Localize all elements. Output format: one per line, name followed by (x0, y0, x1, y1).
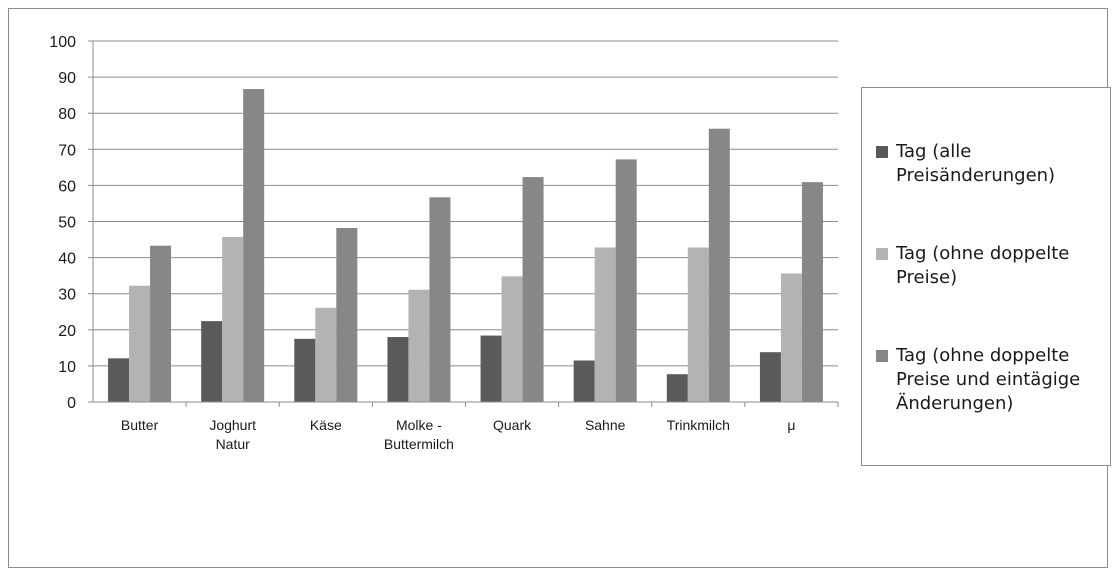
bar (222, 237, 244, 402)
bar-chart: 0 10 20 30 40 50 60 70 80 90 100 Butter Joghurt Natu… (49, 34, 839, 452)
legend-item-series-3: Tag (ohne doppelte Preise und eintägige … (876, 344, 1106, 416)
bar (522, 177, 544, 402)
x-tick-label: Butter (121, 417, 159, 433)
bar (129, 285, 151, 402)
bar (687, 247, 709, 402)
bar (615, 159, 637, 402)
bar (780, 273, 802, 402)
x-tick-label: Molke -Buttermilch (384, 417, 454, 452)
bar (243, 89, 265, 402)
bar (294, 338, 316, 402)
y-tick-label: 80 (58, 106, 76, 123)
x-tick-label: Quark (493, 417, 532, 433)
x-axis-ticks: Butter Joghurt Natur Käse Molke -Buttermilch… (121, 402, 839, 452)
y-tick-label: 50 (58, 215, 76, 232)
bar (408, 289, 430, 402)
y-tick-label: 70 (58, 142, 76, 159)
bar (666, 374, 688, 402)
legend-item-series-2: Tag (ohne doppelte Preise) (876, 242, 1106, 290)
x-tick-label: Joghurt Natur (209, 417, 256, 452)
x-tick-label: Trinkmilch (667, 417, 730, 433)
bar (501, 276, 523, 402)
x-tick-label: Sahne (585, 417, 626, 433)
legend-swatch-series-1 (876, 146, 888, 158)
y-tick-label: 60 (58, 178, 76, 195)
legend-label-series-1: Tag (alle Preisänderungen) (896, 141, 1056, 186)
y-tick-label: 0 (67, 395, 76, 412)
y-tick-label: 100 (49, 34, 76, 51)
y-tick-label: 20 (58, 323, 76, 340)
y-tick-label: 10 (58, 359, 76, 376)
legend-swatch-series-3 (876, 350, 888, 362)
y-axis-ticks: 0 10 20 30 40 50 60 70 80 90 100 (49, 34, 93, 412)
bar (801, 182, 823, 402)
bar (150, 245, 172, 402)
legend-item-series-1: Tag (alle Preisänderungen) (876, 140, 1106, 188)
bars (108, 89, 823, 402)
legend-label-series-3: Tag (ohne doppelte Preise und eintägige … (896, 345, 1081, 414)
bar (108, 358, 130, 402)
bar (315, 307, 337, 402)
legend-label-series-2: Tag (ohne doppelte Preise) (896, 243, 1070, 288)
bar (336, 227, 358, 402)
y-tick-label: 40 (58, 251, 76, 268)
chart-frame: 0 10 20 30 40 50 60 70 80 90 100 Butter Joghurt Natu… (8, 8, 1111, 568)
x-tick-label: Käse (310, 417, 342, 433)
y-tick-label: 90 (58, 70, 76, 87)
legend-swatch-series-2 (876, 248, 888, 260)
bar (480, 335, 502, 402)
y-tick-label: 30 (58, 287, 76, 304)
bar (708, 128, 730, 402)
bar (759, 352, 781, 402)
bar (573, 360, 595, 402)
bar (201, 321, 223, 402)
bar (594, 247, 616, 402)
legend: Tag (alle Preisänderungen) Tag (ohne dop… (861, 87, 1111, 466)
x-tick-label: μ (787, 417, 795, 433)
bar (429, 197, 451, 402)
bar (387, 337, 409, 402)
